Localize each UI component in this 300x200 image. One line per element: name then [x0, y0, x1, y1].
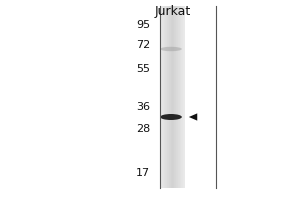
- Bar: [170, 6, 171, 188]
- Text: 36: 36: [136, 102, 150, 112]
- Text: 95: 95: [136, 20, 150, 30]
- Bar: [184, 6, 185, 188]
- Bar: [163, 6, 164, 188]
- Bar: [183, 6, 184, 188]
- Bar: [174, 6, 175, 188]
- Bar: [162, 6, 163, 188]
- Text: 72: 72: [136, 40, 150, 50]
- Bar: [169, 6, 170, 188]
- Bar: [179, 6, 180, 188]
- Ellipse shape: [160, 47, 182, 51]
- Bar: [181, 6, 182, 188]
- Bar: [171, 6, 172, 188]
- Bar: [166, 6, 167, 188]
- Bar: [173, 6, 174, 188]
- Bar: [175, 6, 176, 188]
- Bar: [182, 6, 183, 188]
- Bar: [172, 6, 173, 188]
- Bar: [168, 6, 169, 188]
- Polygon shape: [189, 113, 197, 121]
- Bar: [178, 6, 179, 188]
- Ellipse shape: [160, 114, 182, 120]
- Bar: [164, 6, 165, 188]
- Text: 55: 55: [136, 64, 150, 74]
- Bar: [160, 6, 161, 188]
- Bar: [165, 6, 166, 188]
- Text: Jurkat: Jurkat: [154, 5, 190, 18]
- Text: 17: 17: [136, 168, 150, 178]
- Bar: [177, 6, 178, 188]
- Text: 28: 28: [136, 124, 150, 134]
- Bar: [176, 6, 177, 188]
- Bar: [161, 6, 162, 188]
- Bar: [180, 6, 181, 188]
- Bar: [167, 6, 168, 188]
